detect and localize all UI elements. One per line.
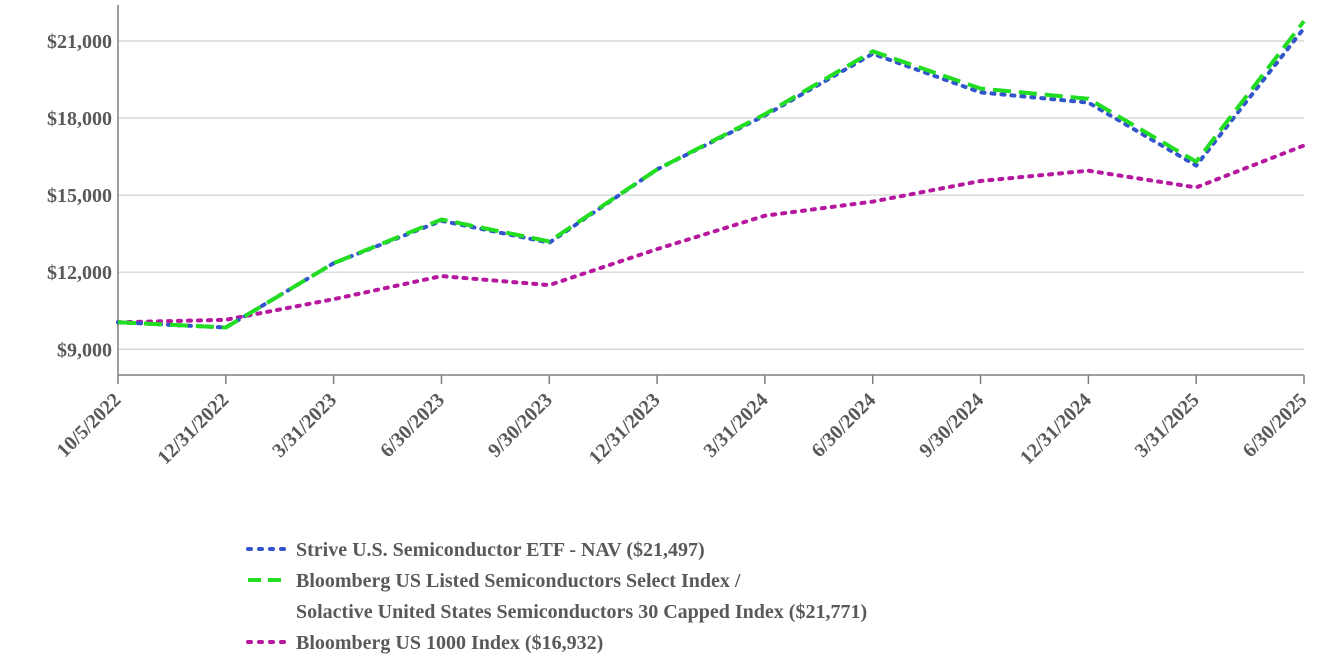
x-tick-label: 3/31/2024	[700, 389, 773, 462]
x-tick-label: 12/31/2024	[1016, 389, 1096, 469]
series-lines	[116, 19, 1306, 330]
y-tick-label: $18,000	[47, 108, 112, 130]
x-tick-label: 6/30/2025	[1239, 389, 1312, 462]
legend-entry-2: Bloomberg US Listed Semiconductors Selec…	[296, 570, 741, 592]
x-tick-label: 3/31/2023	[268, 389, 341, 462]
legend: Strive U.S. Semiconductor ETF - NAV ($21…	[246, 539, 867, 654]
y-tick-label: $15,000	[47, 185, 112, 207]
x-tick-label: 6/30/2023	[376, 389, 449, 462]
x-tick-label: 10/5/2022	[53, 389, 126, 462]
series-line-2	[117, 19, 1306, 330]
x-tick-label: 6/30/2024	[807, 389, 880, 462]
legend-entry-1: Strive U.S. Semiconductor ETF - NAV ($21…	[296, 539, 705, 561]
y-tick-label: $21,000	[47, 31, 112, 53]
x-tick-label: 9/30/2024	[915, 389, 988, 462]
gridlines	[118, 40, 1304, 351]
x-tick-label: 9/30/2023	[484, 389, 557, 462]
legend-entry-2: Solactive United States Semiconductors 3…	[296, 601, 867, 623]
x-tick-label: 3/31/2025	[1131, 389, 1204, 462]
y-tick-label: $9,000	[57, 339, 112, 361]
x-tick-label: 12/31/2022	[153, 389, 233, 469]
y-tick-label: $12,000	[47, 262, 112, 284]
x-tick-label: 12/31/2023	[585, 389, 665, 469]
series-line-3	[116, 143, 1306, 325]
legend-entry-3: Bloomberg US 1000 Index ($16,932)	[296, 632, 603, 654]
y-axis-ticks: $9,000 $12,000 $15,000 $18,000 $21,000	[47, 31, 112, 361]
axes	[117, 5, 1304, 376]
x-axis-ticks: 10/5/2022 12/31/2022 3/31/2023 6/30/2023 9/3…	[53, 375, 1312, 469]
series-line-1	[116, 26, 1306, 330]
